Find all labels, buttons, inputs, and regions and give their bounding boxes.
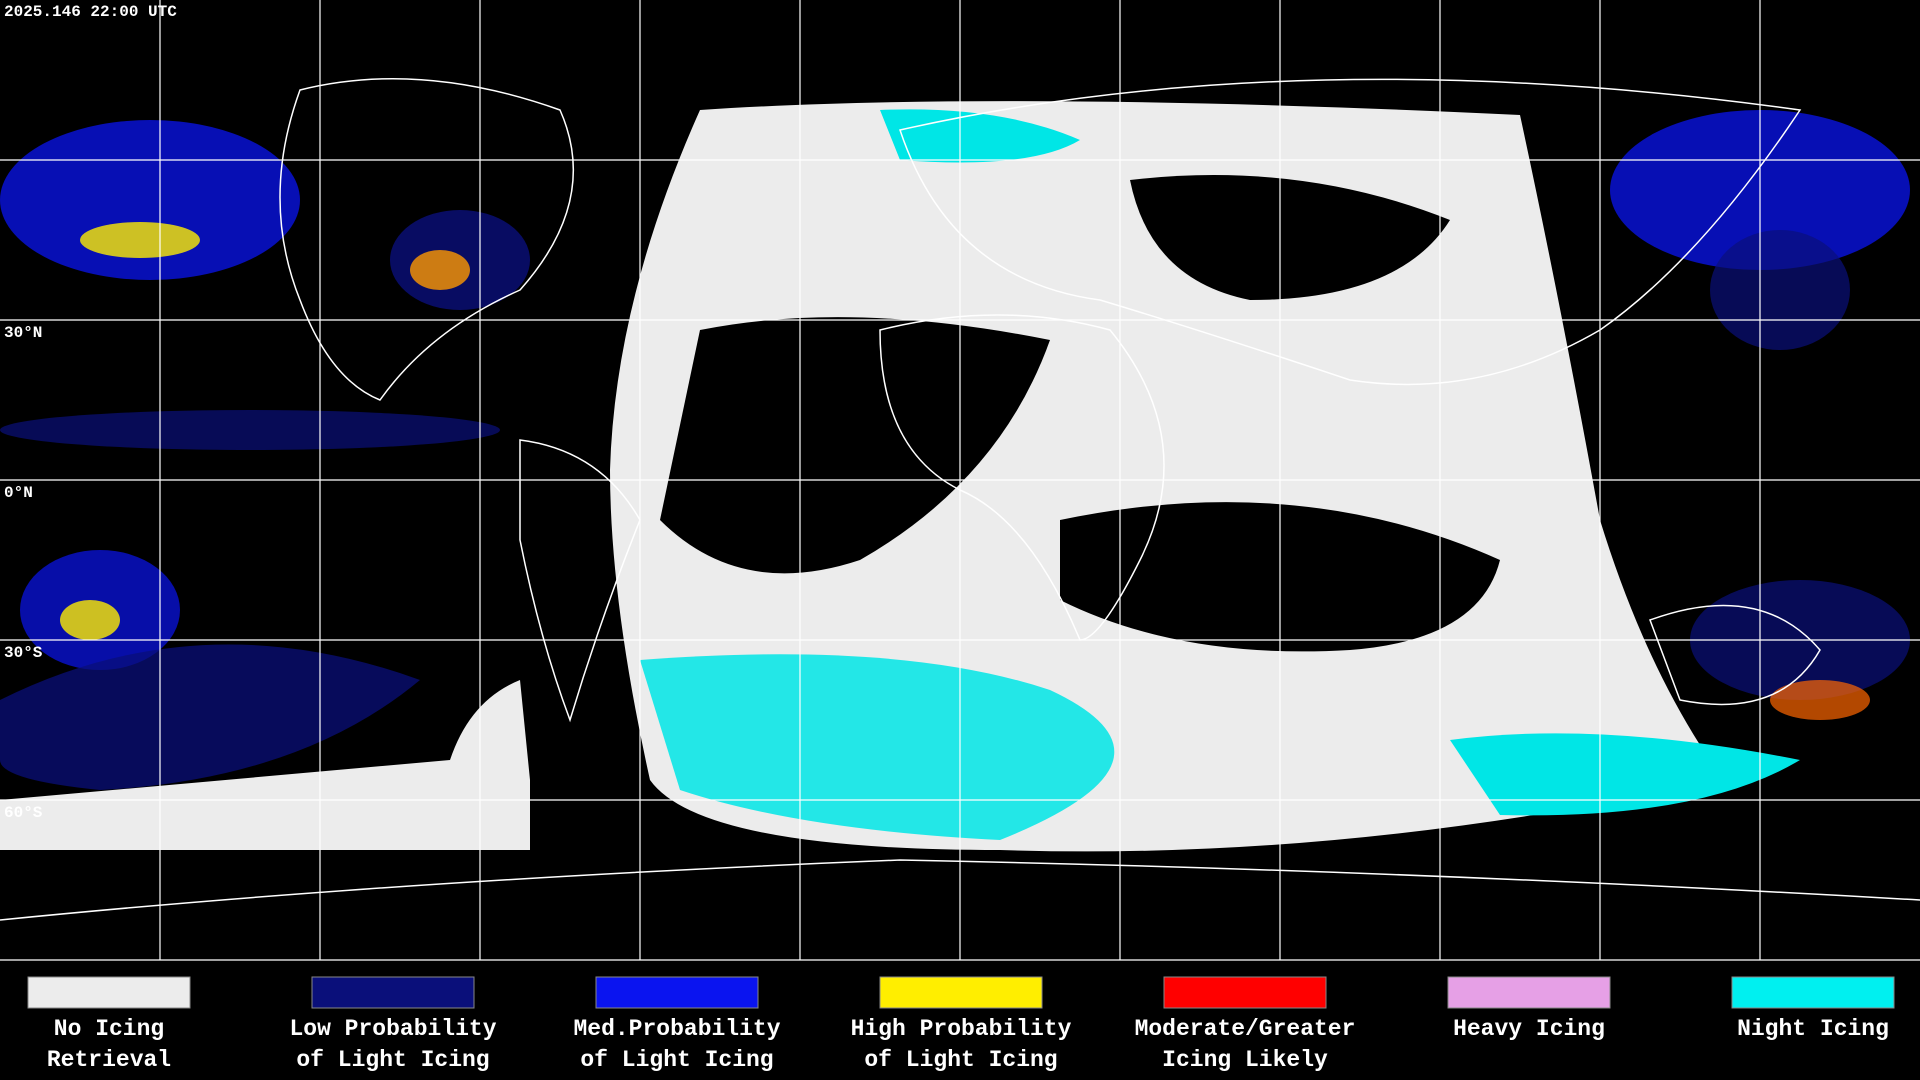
legend-label: No Icing xyxy=(54,1016,164,1042)
latitude-labels: 30°N 0°N 30°S 60°S xyxy=(4,324,43,822)
latitude-label: 30°S xyxy=(4,644,43,662)
coastline xyxy=(1649,604,1821,706)
legend-label: of Light Icing xyxy=(296,1047,489,1073)
coastline xyxy=(899,78,1802,386)
clear-area xyxy=(1130,175,1450,300)
legend-label: Night Icing xyxy=(1737,1016,1889,1042)
icing-area xyxy=(1710,230,1850,350)
map-imagery xyxy=(0,78,1920,921)
legend-label: Moderate/Greater xyxy=(1135,1016,1356,1042)
icing-area xyxy=(0,410,500,450)
coastline xyxy=(0,859,1920,921)
legend-label: Heavy Icing xyxy=(1453,1016,1605,1042)
icing-area xyxy=(410,250,470,290)
night-icing-area xyxy=(880,109,1080,163)
latitude-label: 60°S xyxy=(4,804,43,822)
legend-label: Med.Probability xyxy=(573,1016,780,1042)
icing-area xyxy=(60,600,120,640)
legend-label: Low Probability xyxy=(289,1016,496,1042)
coastline xyxy=(279,78,575,401)
coastline xyxy=(519,439,641,723)
legend-label: of Light Icing xyxy=(864,1047,1057,1073)
night-icing-area xyxy=(1450,733,1800,816)
legend-swatch xyxy=(27,976,191,1009)
latitude-label: 30°N xyxy=(4,324,42,342)
icing-area xyxy=(1770,680,1870,720)
coastline xyxy=(879,314,1165,641)
legend-label: Retrieval xyxy=(47,1047,171,1073)
clear-area xyxy=(660,317,1050,574)
graticule xyxy=(0,0,1920,961)
legend: No Icing Retrieval Low Probability of Light… xyxy=(27,976,1895,1073)
legend-label: of Light Icing xyxy=(580,1047,773,1073)
latitude-label: 0°N xyxy=(4,484,33,502)
legend-swatch xyxy=(1447,976,1611,1009)
icing-area xyxy=(0,644,420,790)
legend-swatch xyxy=(595,976,759,1009)
timestamp: 2025.146 22:00 UTC xyxy=(4,3,177,21)
legend-swatch xyxy=(1731,976,1895,1009)
legend-swatch xyxy=(1163,976,1327,1009)
legend-label: Icing Likely xyxy=(1162,1047,1328,1073)
retrieval-area xyxy=(0,680,530,850)
legend-swatch xyxy=(879,976,1043,1009)
legend-label: High Probability xyxy=(851,1016,1072,1042)
night-icing-area xyxy=(640,654,1115,840)
icing-area xyxy=(80,222,200,258)
legend-swatch xyxy=(311,976,475,1009)
